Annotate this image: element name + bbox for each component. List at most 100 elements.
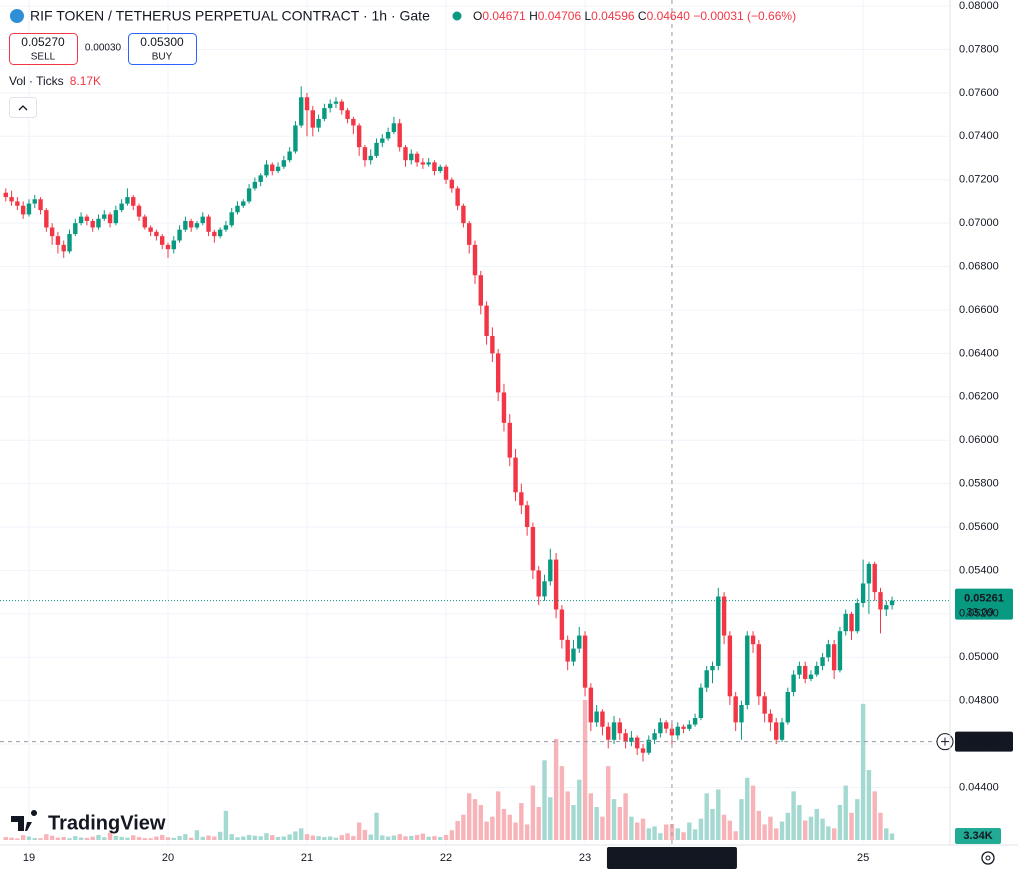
volume-bar (246, 834, 252, 840)
candle-body (78, 216, 84, 224)
y-tick-label: 0.06600 (959, 304, 999, 316)
settings-button[interactable] (981, 851, 995, 865)
candle-body (571, 648, 576, 662)
grid (0, 0, 950, 845)
y-tick-label: 0.07200 (959, 174, 999, 186)
candle-body (750, 635, 756, 645)
candle-body (252, 181, 258, 189)
candle-body (26, 203, 32, 215)
candle-body (478, 275, 483, 306)
volume-bar (600, 816, 605, 840)
volume-bar (351, 836, 356, 840)
ohlc-key: C (638, 9, 647, 23)
candle-body (131, 197, 136, 206)
volume-bar (658, 833, 663, 840)
sell-label[interactable]: SELL (31, 52, 56, 63)
volume-bar (44, 834, 49, 840)
settings-icon-core[interactable] (985, 855, 991, 861)
collapse-button[interactable] (9, 97, 37, 118)
volume-bar (530, 785, 536, 840)
crosshair-time-label: Sat 23 May '26 16:00 (620, 852, 724, 864)
sell-button[interactable]: 0.05270 SELL (9, 33, 78, 65)
volume-bar (884, 828, 889, 840)
candle-body (814, 665, 819, 675)
volume-bar (855, 799, 860, 840)
volume-bar (716, 789, 721, 840)
candle-body (768, 713, 773, 723)
candle-body (281, 160, 287, 167)
volume-bar (802, 820, 808, 840)
candle-body (241, 201, 246, 206)
candle-body (826, 644, 831, 658)
volume-bar (49, 835, 55, 840)
volume-bar (177, 836, 182, 840)
volume-bar (745, 777, 750, 840)
volume-bar (409, 835, 414, 840)
last-price-box (955, 588, 1013, 620)
candle-body (159, 236, 165, 245)
candle-body (866, 563, 872, 584)
sell-price[interactable]: 0.05270 (21, 35, 65, 49)
spread: 0.00030 (85, 43, 122, 54)
candle-body (634, 737, 640, 749)
buy-button[interactable]: 0.05300 BUY (128, 33, 197, 65)
collapse-icon[interactable] (18, 105, 28, 111)
volume-bar (507, 814, 512, 840)
candle-body (391, 123, 397, 132)
volume-bar (339, 835, 344, 840)
candle-body (594, 711, 599, 723)
sell-box[interactable] (9, 33, 78, 65)
crosshair-time-box (606, 847, 737, 869)
candle-body (380, 138, 385, 143)
candle-body (165, 244, 171, 250)
candle-body (687, 724, 692, 729)
buy-price[interactable]: 0.05300 (140, 35, 184, 49)
volume-bar (559, 766, 565, 840)
volume-bar (640, 818, 646, 840)
brand: TradingView (11, 810, 166, 834)
volume-bar (472, 799, 478, 840)
y-tick-label: 0.06800 (959, 260, 999, 272)
volume-bar (849, 812, 854, 840)
buy-label[interactable]: BUY (152, 52, 173, 63)
candle-body (855, 602, 860, 632)
candle-body (467, 223, 472, 245)
candle-body (600, 711, 605, 727)
volume-bar (270, 835, 275, 840)
candle-body (617, 722, 623, 734)
volume-bar (646, 828, 651, 840)
symbol-icon (10, 9, 24, 23)
candle-body (716, 596, 721, 666)
candle-body (420, 162, 426, 165)
candle-body (414, 153, 420, 163)
volume-bar (797, 805, 802, 840)
volume-last-label: 3.34K (963, 830, 992, 842)
candle-body (542, 581, 547, 597)
candle-body (663, 722, 669, 729)
y-tick-label: 0.04400 (959, 781, 999, 793)
volume-bar (200, 836, 205, 840)
candle-body (721, 596, 727, 636)
volume-bar (611, 799, 617, 840)
candle-body (235, 205, 240, 213)
candle-body (611, 722, 617, 740)
candle-body (171, 240, 176, 250)
candle-body (403, 147, 408, 161)
change-pct: (−0.66%) (747, 9, 796, 23)
volume-bar (675, 828, 680, 840)
volume-bar (136, 837, 142, 840)
candle-body (32, 199, 37, 204)
volume-bar (148, 838, 153, 840)
volume-bar (310, 835, 316, 840)
settings-icon[interactable] (981, 851, 995, 865)
collapse-box[interactable] (9, 97, 37, 118)
x-tick-label: 19 (23, 852, 35, 864)
volume-bar (194, 830, 200, 840)
candle-body (438, 166, 443, 172)
volume-bar (90, 836, 95, 840)
buy-box[interactable] (128, 33, 197, 65)
volume-bar (571, 805, 576, 840)
candle-body (878, 592, 883, 610)
volume-bar (814, 808, 819, 840)
candle-body (739, 704, 744, 723)
